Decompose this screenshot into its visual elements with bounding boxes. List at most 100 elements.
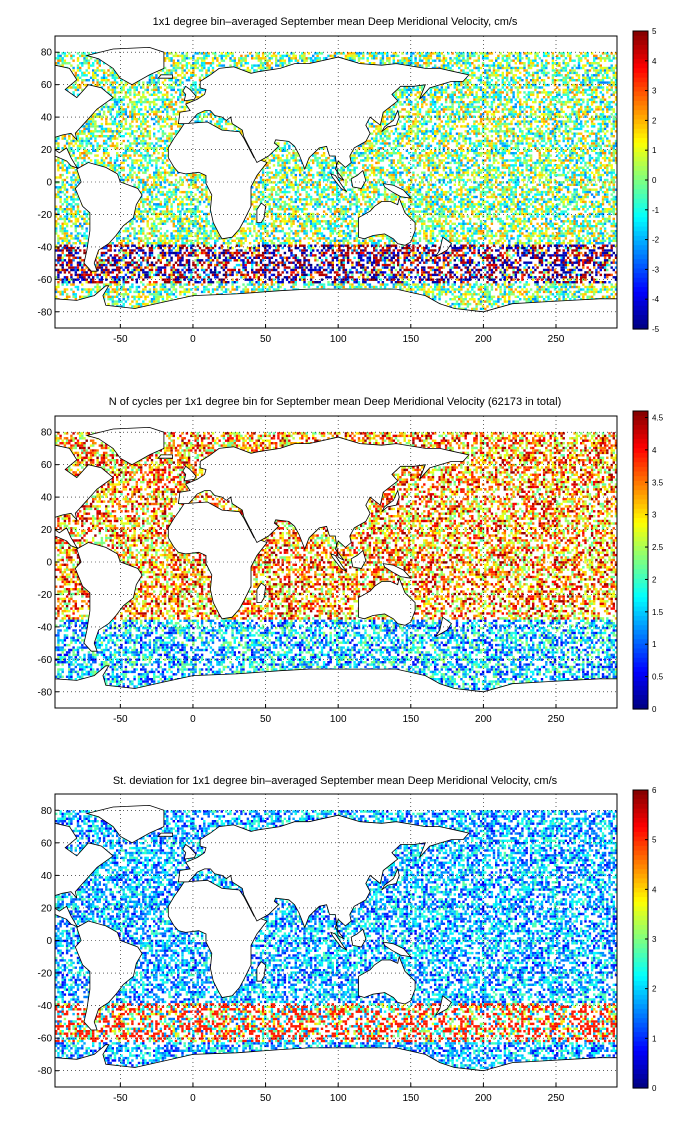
colorbar-segment xyxy=(633,100,648,107)
colorbar-segment xyxy=(633,564,648,570)
landmass xyxy=(157,832,174,837)
x-tick-label: 250 xyxy=(548,334,565,345)
landmass xyxy=(157,454,174,459)
colorbar-segment xyxy=(633,110,648,116)
landmass xyxy=(381,109,400,133)
colorbar-segment xyxy=(633,966,648,973)
colorbar-tick-label: 6 xyxy=(652,786,657,795)
map-content xyxy=(55,426,617,708)
colorbar-segment xyxy=(633,855,648,861)
colorbar-segment xyxy=(633,980,648,987)
colorbar-segment xyxy=(633,315,648,321)
y-tick-label: 80 xyxy=(41,428,53,439)
colorbar-segment xyxy=(633,319,648,325)
x-tick-label: 250 xyxy=(548,714,565,725)
colorbar-segment xyxy=(633,429,648,435)
colorbar-tick-label: 0 xyxy=(652,176,657,185)
colorbar-tick-label: 3 xyxy=(652,87,657,96)
colorbar-segment xyxy=(633,1064,648,1070)
colorbar-segment xyxy=(633,1032,648,1038)
colorbar-segment xyxy=(633,207,648,214)
colorbar-segment xyxy=(633,1036,648,1043)
y-tick-label: -40 xyxy=(38,622,53,633)
x-tick-label: -50 xyxy=(113,1093,128,1104)
y-tick-label: -60 xyxy=(38,275,53,286)
colorbar-segment xyxy=(633,897,648,903)
landmass xyxy=(256,961,267,982)
colorbar-segment xyxy=(633,105,648,111)
colorbar-segment xyxy=(633,546,648,552)
colorbar-segment xyxy=(633,490,648,496)
colorbar-tick-label: 1.5 xyxy=(652,608,664,617)
colorbar-segment xyxy=(633,878,648,884)
colorbar-segment xyxy=(633,634,648,640)
landmass xyxy=(358,576,416,626)
colorbar-segment xyxy=(633,1050,648,1057)
colorbar-segment xyxy=(633,957,648,963)
landmass xyxy=(382,183,412,199)
x-tick-label: -50 xyxy=(113,334,128,345)
colorbar-tick-label: -4 xyxy=(652,295,660,304)
colorbar-segment xyxy=(633,58,648,65)
y-tick-label: 0 xyxy=(46,936,52,947)
x-tick-label: 0 xyxy=(190,334,196,345)
map-content xyxy=(55,46,617,328)
colorbar-segment xyxy=(633,462,648,468)
colorbar-segment xyxy=(633,273,648,279)
colorbar-segment xyxy=(633,1041,648,1047)
colorbar-segment xyxy=(633,184,648,190)
colorbar-segment xyxy=(633,268,648,274)
chart-title: N of cycles per 1x1 degree bin for Septe… xyxy=(109,396,561,408)
panel-cycle-count: N of cycles per 1x1 degree bin for Septe… xyxy=(38,396,664,725)
colorbar-segment xyxy=(633,282,648,288)
colorbar-tick-label: 3 xyxy=(652,935,657,944)
panel-velocity: 1x1 degree bin–averaged September mean D… xyxy=(38,16,660,345)
colorbar-segment xyxy=(633,1022,648,1029)
colorbar-segment xyxy=(633,685,648,691)
colorbar-segment xyxy=(633,990,648,996)
colorbar-tick-label: 3 xyxy=(652,511,657,520)
colorbar-segment xyxy=(633,175,648,181)
landmass xyxy=(256,202,267,224)
colorbar-segment xyxy=(633,147,648,153)
y-tick-label: 0 xyxy=(46,558,52,569)
colorbar-segment xyxy=(633,841,648,847)
y-tick-label: -60 xyxy=(38,1034,53,1045)
colorbar-segment xyxy=(633,906,648,912)
y-tick-label: 60 xyxy=(41,460,53,471)
colorbar-segment xyxy=(633,925,648,931)
colorbar-segment xyxy=(633,480,648,487)
colorbar-segment xyxy=(633,831,648,838)
colorbar-segment xyxy=(633,305,648,311)
colorbar-tick-label: 1 xyxy=(652,640,657,649)
colorbar-segment xyxy=(633,49,648,55)
colorbar-segment xyxy=(633,54,648,60)
colorbar-segment xyxy=(633,1046,648,1052)
colorbar-segment xyxy=(633,934,648,940)
colorbar-segment xyxy=(633,943,648,949)
y-tick-label: -40 xyxy=(38,1001,53,1012)
colorbar-segment xyxy=(633,156,648,162)
colorbar-segment xyxy=(633,310,648,316)
colorbar: 4.5 4 3.5 3 2.5 2 1.5 1 0.5 0 xyxy=(632,410,664,714)
landmass xyxy=(157,74,174,79)
colorbar-segment xyxy=(633,291,648,298)
colorbar-tick-label: 0.5 xyxy=(652,673,664,682)
panel-std-deviation: St. deviation for 1x1 degree bin–average… xyxy=(38,775,657,1104)
colorbar-segment xyxy=(633,448,648,454)
colorbar-segment xyxy=(633,859,648,866)
colorbar-segment xyxy=(633,1018,648,1024)
colorbar-segment xyxy=(633,699,648,705)
map-area: -50 0 50 100 150 200 250806040200-20-40-60-805… xyxy=(38,27,660,345)
landmass xyxy=(167,121,268,240)
colorbar-segment xyxy=(633,578,648,584)
colorbar-tick-label: 1 xyxy=(652,146,657,155)
colorbar-segment xyxy=(633,189,648,195)
landmass xyxy=(182,465,197,482)
landmass xyxy=(330,553,348,573)
colorbar-segment xyxy=(633,555,648,561)
colorbar-segment xyxy=(633,573,648,580)
map-content xyxy=(55,804,617,1087)
colorbar-segment xyxy=(633,822,648,828)
colorbar-frame xyxy=(632,410,649,710)
